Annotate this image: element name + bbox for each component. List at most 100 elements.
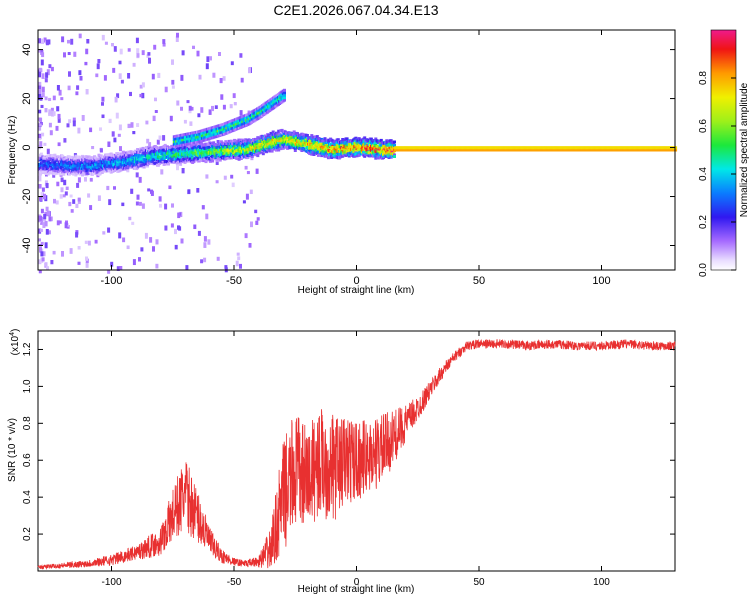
spectrogram-noise-cell bbox=[57, 113, 61, 120]
spectrogram-ridge-cell bbox=[310, 134, 314, 138]
spectrogram-noise-cell bbox=[113, 137, 117, 143]
spectrogram-ridge-cell bbox=[388, 143, 392, 147]
spectrogram-ridge-cell bbox=[271, 130, 275, 134]
spectrogram-ridge-cell bbox=[289, 134, 293, 138]
spectrogram-noise-cell bbox=[58, 89, 62, 96]
spectrogram-noise-cell bbox=[203, 257, 207, 263]
spectrogram-ridge-cell bbox=[122, 155, 126, 159]
spectrogram-noise-cell bbox=[72, 120, 76, 127]
spectrogram-ridge-cell bbox=[97, 153, 101, 157]
spectrogram-noise-cell bbox=[144, 232, 148, 239]
spectrogram-ridge-cell bbox=[297, 138, 301, 142]
spectrogram-noise-cell bbox=[41, 132, 45, 137]
spectrogram-noise-cell bbox=[171, 85, 175, 89]
spectrogram-noise-cell bbox=[48, 216, 52, 222]
spectrogram-noise-cell bbox=[61, 36, 65, 43]
spectrogram-ridge-cell bbox=[195, 146, 199, 150]
spectrogram-noise-cell bbox=[188, 109, 192, 114]
spectrogram-noise-cell bbox=[206, 56, 210, 63]
spectrogram-ridge-cell bbox=[200, 159, 204, 162]
spectrogram-ridge-cell bbox=[110, 161, 114, 165]
spectrogram-noise-cell bbox=[110, 261, 114, 267]
snr-y-tick-label: 0.6 bbox=[22, 453, 33, 467]
snr-x-label: Height of straight line (km) bbox=[298, 584, 415, 595]
spectrogram-noise-cell bbox=[200, 259, 204, 264]
spectrogram-ridge-cell bbox=[204, 148, 208, 152]
spectrogram-noise-cell bbox=[248, 243, 252, 248]
spectrogram-noise-cell bbox=[164, 203, 168, 210]
spectrogram-noise-cell bbox=[68, 71, 71, 77]
spectrogram-noise-cell bbox=[45, 229, 49, 235]
spectrogram-ridge-cell bbox=[270, 149, 274, 153]
spectrogram-noise-cell bbox=[158, 196, 162, 202]
spectrogram-noise-cell bbox=[52, 172, 56, 178]
spectrogram-noise-cell bbox=[79, 76, 83, 81]
spectrogram-ridge-cell bbox=[674, 148, 678, 152]
spectrogram-noise-cell bbox=[39, 215, 43, 221]
spectrogram-noise-cell bbox=[85, 89, 89, 95]
spectrogram-ridge-cell bbox=[113, 163, 116, 167]
spectrogram-ridge-cell bbox=[280, 128, 284, 132]
spectrogram-ridge-cell bbox=[44, 164, 48, 168]
spectrogram-noise-cell bbox=[151, 73, 155, 80]
spectrogram-noise-cell bbox=[130, 122, 134, 128]
spectrogram-noise-cell bbox=[111, 131, 115, 137]
spectrogram-noise-cell bbox=[236, 252, 240, 256]
spectrogram-noise-cell bbox=[39, 196, 42, 201]
spectrogram-noise-cell bbox=[48, 122, 52, 128]
spectrogram-noise-cell bbox=[40, 221, 44, 225]
spectrogram-noise-cell bbox=[108, 118, 112, 124]
spectrogram-ridge-cell bbox=[88, 170, 92, 174]
colorbar-gradient bbox=[710, 29, 737, 271]
spectrogram-ridge-cell bbox=[74, 154, 78, 158]
spectrogram-noise-cell bbox=[157, 72, 161, 78]
spectrogram-ridge-cell bbox=[377, 154, 381, 158]
spectrogram-ridge-cell bbox=[265, 136, 269, 139]
spectrogram-ridge-cell bbox=[163, 143, 167, 147]
spectrogram-noise-cell bbox=[146, 138, 150, 144]
spectrogram-ridge-cell bbox=[356, 152, 360, 156]
spectrogram-noise-cell bbox=[116, 93, 120, 99]
spectrogram-noise-cell bbox=[171, 203, 174, 208]
spectrogram-ridge-cell bbox=[89, 159, 93, 163]
spectrogram-noise-cell bbox=[56, 106, 60, 112]
spectrogram-ridge-cell bbox=[56, 155, 60, 159]
spectrogram-ridge-cell bbox=[208, 141, 212, 145]
spectrogram-ridge-cell bbox=[208, 145, 212, 149]
spectrogram-noise-cell bbox=[60, 177, 64, 183]
spectrogram-ridge-cell bbox=[296, 132, 299, 136]
spectrogram-ridge-cell bbox=[248, 150, 252, 154]
spectrogram-ridge-cell bbox=[203, 151, 207, 155]
spectrogram-branch-cell bbox=[283, 96, 286, 100]
spectrogram-ridge-cell bbox=[60, 160, 63, 164]
spectrogram-noise-cell bbox=[255, 168, 259, 174]
spectrogram-noise-cell bbox=[64, 222, 68, 229]
spectrogram-noise-cell bbox=[101, 34, 105, 41]
spectrogram-noise-cell bbox=[84, 177, 87, 182]
spectrogram-ridge-cell bbox=[311, 151, 315, 154]
spectrogram-ridge-cell bbox=[287, 134, 291, 137]
spectrogram-ridge-cell bbox=[178, 157, 181, 161]
spectrogram-noise-cell bbox=[48, 97, 52, 102]
spectrogram-noise-cell bbox=[152, 246, 155, 252]
spectrogram-noise-cell bbox=[68, 201, 72, 207]
spectrogram-ridge-cell bbox=[173, 151, 177, 154]
spectrogram-noise-cell bbox=[136, 48, 140, 54]
spectrogram-noise-cell bbox=[38, 134, 42, 139]
spectrogram-ridge-cell bbox=[119, 168, 123, 172]
spectrogram-noise-cell bbox=[45, 39, 49, 46]
figure-title: C2E1.2026.067.04.34.E13 bbox=[273, 2, 438, 18]
spectrogram-ridge-cell bbox=[269, 131, 273, 135]
spectrogram-ridge-cell bbox=[357, 153, 361, 157]
spectrogram-noise-cell bbox=[155, 263, 159, 269]
spectrogram-noise-cell bbox=[171, 59, 174, 65]
spectrogram-noise-cell bbox=[49, 130, 53, 136]
spectrogram-ridge-cell bbox=[121, 150, 125, 154]
spectrogram-noise-cell bbox=[103, 75, 107, 81]
spectrogram-noise-cell bbox=[66, 123, 70, 128]
spectrogram-noise-cell bbox=[38, 123, 42, 127]
spectrogram-noise-cell bbox=[48, 64, 52, 69]
spectrogram-ridge-cell bbox=[65, 169, 69, 173]
spectrogram-ridge-cell bbox=[157, 163, 161, 167]
spectrogram-noise-cell bbox=[189, 121, 193, 126]
